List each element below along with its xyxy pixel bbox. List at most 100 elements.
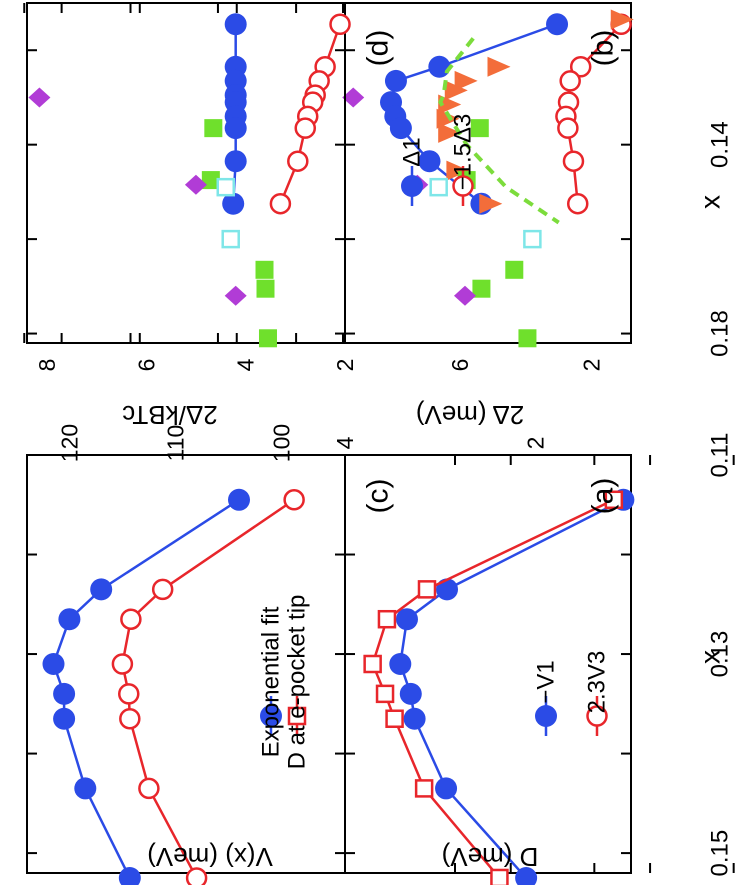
legend-marker xyxy=(260,705,282,727)
data-point xyxy=(562,150,585,172)
series-line xyxy=(438,37,560,225)
series-triangles xyxy=(436,9,634,214)
y-tick-label: 2 xyxy=(523,437,549,450)
data-point xyxy=(472,279,491,298)
data-point xyxy=(389,653,412,675)
data-point xyxy=(395,608,418,631)
panel-label-d: (d) xyxy=(362,30,395,67)
data-point xyxy=(414,779,434,798)
panel-c: (c) 100 110 120 xyxy=(26,424,652,885)
legend-marker xyxy=(535,705,557,727)
series--1-5-3 xyxy=(269,13,351,215)
series-cyan-squares xyxy=(216,177,240,249)
legend-marker xyxy=(452,175,474,197)
y-tick-label: 6 xyxy=(133,359,159,372)
data-point xyxy=(523,229,542,249)
data-point xyxy=(224,13,247,36)
data-point xyxy=(119,707,141,730)
data-point xyxy=(221,229,240,249)
y-axis-title-d: 2Δ/kBTc xyxy=(122,400,217,430)
x-tick-label: 0.18 xyxy=(707,310,734,357)
legend-d-delta1: Δ1 xyxy=(399,137,426,206)
data-point xyxy=(185,867,208,885)
data-point xyxy=(385,709,404,728)
data-point xyxy=(518,329,537,348)
data-point xyxy=(399,682,422,705)
data-point xyxy=(453,285,476,306)
data-point xyxy=(490,868,509,885)
data-point xyxy=(258,329,277,348)
data-point xyxy=(329,13,351,35)
x-tick-label: 0.15 xyxy=(707,830,734,877)
data-point xyxy=(90,578,113,601)
panel-c-frame xyxy=(26,454,346,874)
panel-d: (d) 2 4 6 8 xyxy=(23,2,395,372)
x-axis-title: x xyxy=(695,195,726,209)
series--1 xyxy=(222,13,247,215)
data-point xyxy=(120,608,142,630)
data-point xyxy=(470,119,489,138)
data-point xyxy=(53,707,76,730)
data-point xyxy=(403,707,426,730)
data-point xyxy=(342,87,365,108)
data-point xyxy=(569,56,592,78)
data-point xyxy=(58,608,81,631)
data-point xyxy=(204,119,223,138)
data-point xyxy=(222,192,245,215)
data-point xyxy=(438,94,462,115)
legend-label: Δ1 xyxy=(399,137,426,166)
data-point xyxy=(454,70,478,91)
legend-a-fit: Exponential fit xyxy=(258,606,285,757)
series-purple-diamonds xyxy=(28,87,247,306)
data-point xyxy=(505,260,524,279)
data-point xyxy=(228,488,250,511)
x-tick-label: 0.14 xyxy=(707,121,734,168)
data-point xyxy=(224,117,247,140)
legend-label: D at e-pocket tip xyxy=(284,595,311,770)
data-point xyxy=(363,654,382,674)
series-cyan-squares xyxy=(429,177,542,249)
series-green-squares xyxy=(201,119,277,348)
series-2-3v3 xyxy=(111,489,305,885)
legend-marker xyxy=(401,175,423,197)
y-axis-title-c: V(x) (meV) xyxy=(147,842,273,872)
data-point xyxy=(269,192,292,215)
series-exponential-fit xyxy=(389,488,635,885)
data-point xyxy=(604,490,624,510)
x-tick-label: 0.13 xyxy=(707,631,734,678)
data-point xyxy=(384,69,407,92)
legend-label: −V1 xyxy=(533,660,560,703)
data-point xyxy=(255,260,274,279)
y-tick-label: 100 xyxy=(268,424,294,462)
data-point xyxy=(436,108,460,129)
y-tick-label: 120 xyxy=(56,424,82,462)
data-point xyxy=(377,609,397,629)
data-point xyxy=(557,117,579,139)
data-point xyxy=(438,122,462,143)
x-axis-title: x xyxy=(695,650,726,664)
data-point xyxy=(559,70,581,92)
legend-label: Exponential fit xyxy=(258,606,285,757)
legend-c-v3: 2.3V3 xyxy=(584,651,611,736)
legend-c-v1: −V1 xyxy=(533,660,560,736)
panel-b: (b) 2 6 xyxy=(60,2,634,372)
series-2-3 xyxy=(555,13,632,215)
data-point xyxy=(287,150,309,172)
legend-marker xyxy=(287,706,307,726)
data-point xyxy=(375,684,395,704)
panel-label-b: (b) xyxy=(587,30,620,67)
data-point xyxy=(74,777,97,800)
panel-a: (a) 2 4 xyxy=(332,436,735,885)
data-point xyxy=(610,9,634,30)
y-tick-label: 6 xyxy=(447,359,473,372)
data-point xyxy=(118,866,141,885)
data-point xyxy=(184,174,207,195)
series--v1 xyxy=(42,488,250,885)
legend-label: −1.5Δ3 xyxy=(450,114,477,191)
legend-a-tip: D at e-pocket tip xyxy=(284,595,311,770)
data-point xyxy=(515,866,538,885)
data-point xyxy=(118,683,140,705)
data-point xyxy=(417,580,437,599)
data-point xyxy=(418,150,441,173)
y-tick-label: 8 xyxy=(34,359,60,372)
